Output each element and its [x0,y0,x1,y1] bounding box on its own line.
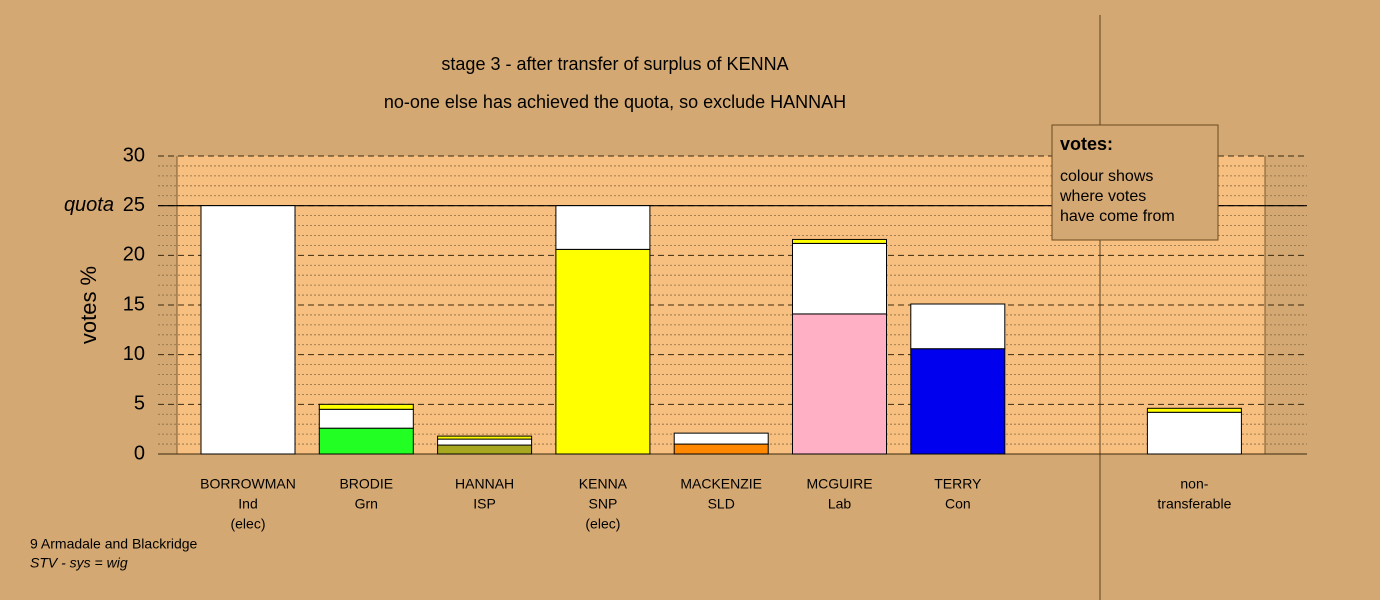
y-tick-label: 10 [123,343,145,365]
bar-segment [437,435,533,440]
x-tick-label: Con [945,496,971,512]
x-tick-label: ISP [473,496,496,512]
x-tick-label: (elec) [585,516,620,532]
footer-text: STV - sys = wig [30,555,128,571]
bar-segment [673,443,769,455]
y-tick-label: 30 [123,144,145,166]
bar-segment [437,438,533,446]
legend-text: where votes [1059,188,1146,205]
bar-segment [910,303,1006,350]
bar-segment [910,348,1006,455]
x-tick-label: SLD [708,496,735,512]
y-tick-label: 5 [134,393,145,415]
chart-subtitle: no-one else has achieved the quota, so e… [384,92,846,112]
x-tick-label: transferable [1157,496,1231,512]
x-tick-label: TERRY [934,476,982,492]
x-tick-label: MACKENZIE [680,476,762,492]
y-tick-label: 15 [123,293,145,315]
bar-segment [318,403,414,410]
bar-segment [555,205,651,250]
footer-text: 9 Armadale and Blackridge [30,536,198,552]
y-tick-label: 25 [123,194,145,216]
x-tick-label: KENNA [579,476,628,492]
legend-text: colour shows [1060,168,1153,185]
x-tick-label: BRODIE [339,476,393,492]
bar-segment [792,238,887,244]
y-axis-label: votes % [76,266,101,344]
bar-segment [1146,407,1242,413]
x-tick-label: SNP [589,496,618,512]
legend-text: have come from [1060,208,1175,225]
bar-segment [200,205,296,455]
x-tick-label: Grn [355,496,378,512]
x-tick-label: HANNAH [455,476,514,492]
bar-segment [318,408,414,429]
bar-segment [792,242,887,315]
x-tick-label: Ind [238,496,257,512]
legend-title: votes: [1060,134,1113,154]
x-tick-label: BORROWMAN [200,476,296,492]
bar-segment [437,444,533,455]
bar-segment [1146,411,1242,455]
y-tick-label: 20 [123,244,145,266]
bar-segment [555,248,651,455]
y-tick-label: 0 [134,442,145,464]
x-tick-label: (elec) [230,516,265,532]
x-tick-label: Lab [828,496,852,512]
chart-title: stage 3 - after transfer of surplus of K… [441,54,788,74]
x-tick-label: MCGUIRE [806,476,872,492]
legend-box [1051,124,1219,241]
bar-segment [318,427,414,455]
x-tick-label: non- [1180,476,1208,492]
quota-label: quota [64,194,114,216]
bar-segment [673,432,769,445]
bar-segment [792,313,887,455]
